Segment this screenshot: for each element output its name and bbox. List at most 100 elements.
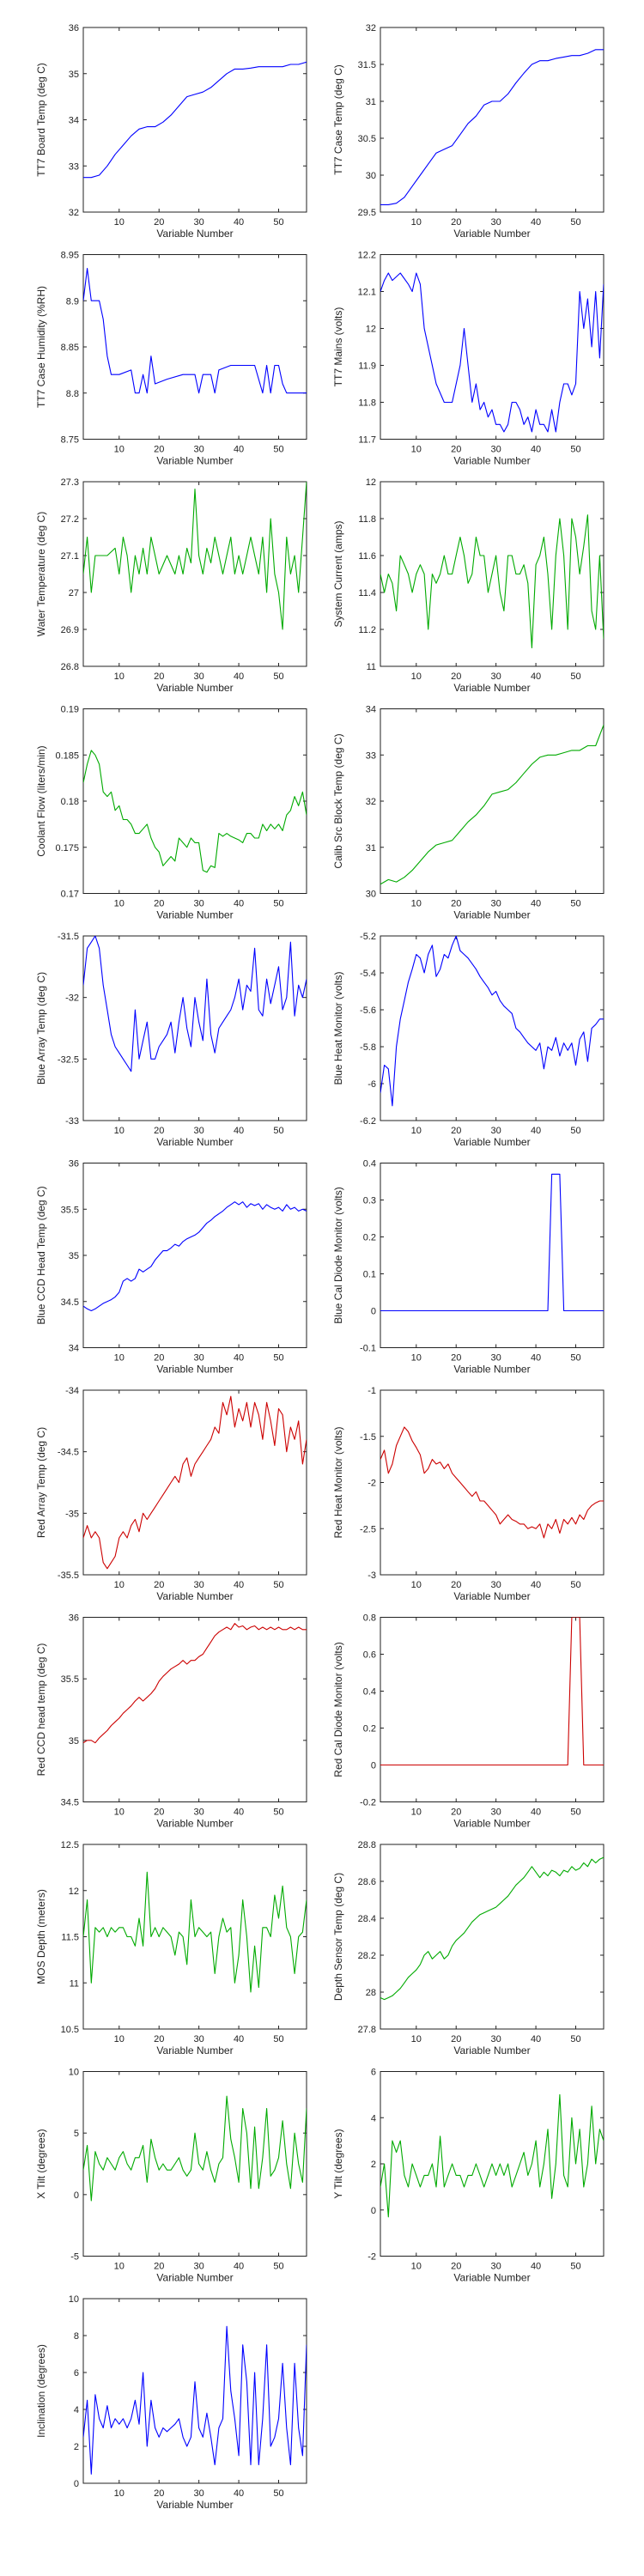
x-tick-label: 50: [570, 445, 580, 455]
y-tick-label: 10: [69, 2068, 79, 2078]
y-axis-label: Blue Array Temp (deg C): [35, 972, 47, 1084]
x-tick-label: 20: [451, 2034, 461, 2044]
x-tick-label: 40: [234, 1807, 244, 1818]
series-line: [380, 1856, 604, 2001]
y-tick-label: 33: [69, 161, 79, 172]
y-tick-label: 6: [371, 2068, 376, 2078]
x-tick-label: 40: [234, 899, 244, 909]
y-axis-label: Blue Cal Diode Monitor (volts): [332, 1187, 344, 1323]
y-tick-label: 4: [74, 2405, 79, 2415]
x-tick-label: 10: [114, 445, 125, 455]
y-tick-label: 0.6: [363, 1650, 376, 1661]
y-tick-label: 34: [366, 705, 376, 715]
chart-panel-6: 10 20 30 40 50 11 11.2 11.4 11.6 11.8 12 Variable N…: [332, 477, 605, 694]
series-line: [83, 482, 307, 630]
x-tick-label: 20: [451, 445, 461, 455]
x-tick-label: 10: [411, 1126, 422, 1136]
x-tick-label: 40: [234, 2488, 244, 2499]
y-tick-label: 30.5: [358, 134, 376, 144]
y-tick-label: 35: [69, 70, 79, 80]
x-tick-label: 10: [411, 671, 422, 682]
x-tick-label: 50: [273, 2034, 283, 2044]
x-tick-label: 40: [531, 2034, 541, 2044]
x-tick-label: 10: [411, 1580, 422, 1590]
x-axis-label: Variable Number: [453, 682, 530, 694]
x-tick-label: 50: [273, 445, 283, 455]
y-tick-label: 36: [69, 23, 79, 33]
x-tick-label: 20: [154, 217, 164, 228]
x-tick-label: 30: [194, 2262, 204, 2272]
y-tick-label: 34.5: [61, 1798, 79, 1808]
plot-frame: [380, 1617, 605, 1802]
y-tick-label: 34: [69, 1344, 79, 1354]
y-tick-label: 0.2: [363, 1233, 376, 1243]
x-tick-label: 30: [194, 2034, 204, 2044]
x-tick-label: 10: [114, 2488, 125, 2499]
x-tick-label: 30: [491, 1353, 501, 1364]
y-tick-label: 35: [69, 1736, 79, 1747]
x-tick-label: 20: [451, 1353, 461, 1364]
x-tick-label: 30: [194, 1807, 204, 1818]
chart-panel-13: 10 20 30 40 50 -35.5 -35 -34.5 -34 Variable Numbe…: [35, 1386, 307, 1602]
y-tick-label: 27: [69, 588, 79, 598]
y-tick-label: 0.185: [55, 750, 79, 761]
x-tick-label: 20: [154, 1580, 164, 1590]
x-tick-label: 20: [451, 1580, 461, 1590]
x-tick-label: 30: [491, 899, 501, 909]
y-axis-label: Red CCD head temp (deg C): [35, 1643, 47, 1777]
x-tick-label: 30: [194, 217, 204, 228]
y-axis-label: Depth Sensor Temp (deg C): [332, 1873, 344, 2001]
plot-frame: [82, 935, 307, 1121]
x-tick-label: 20: [154, 2262, 164, 2272]
y-tick-label: -2: [368, 1479, 376, 1489]
x-axis-label: Variable Number: [453, 909, 530, 921]
y-axis-label: TT7 Case Humidity (%RH): [35, 286, 47, 408]
x-tick-label: 20: [451, 1126, 461, 1136]
y-tick-label: 12.2: [358, 251, 376, 261]
series-line: [380, 272, 604, 433]
y-tick-label: 35: [69, 1251, 79, 1261]
x-tick-label: 10: [411, 2034, 422, 2044]
x-tick-label: 40: [531, 1126, 541, 1136]
series-line: [380, 49, 604, 205]
y-tick-label: -5.4: [360, 969, 376, 979]
x-tick-label: 20: [154, 1807, 164, 1818]
series-line: [83, 268, 307, 394]
y-tick-label: 8.95: [61, 251, 79, 261]
chart-panel-20: 10 20 30 40 50 -2 0 2 4 6 Variable Number Y Tilt (d…: [332, 2068, 605, 2284]
plot-frame: [380, 1844, 605, 2030]
y-tick-label: 0: [74, 2479, 79, 2489]
plot-frame: [380, 27, 605, 213]
y-tick-label: 8.8: [66, 389, 79, 399]
x-tick-label: 50: [273, 671, 283, 682]
x-tick-label: 20: [451, 899, 461, 909]
chart-panel-14: 10 20 30 40 50 -3 -2.5 -2 -1.5 -1 Variable Number R…: [332, 1386, 605, 1602]
x-tick-label: 50: [570, 1126, 580, 1136]
x-tick-label: 10: [411, 1807, 422, 1818]
y-tick-label: -34: [65, 1386, 79, 1396]
series-line: [83, 750, 307, 873]
y-tick-label: 32: [366, 23, 376, 33]
y-axis-label: Blue CCD Head Temp (deg C): [35, 1186, 47, 1324]
x-tick-label: 30: [491, 445, 501, 455]
x-tick-label: 50: [273, 1126, 283, 1136]
y-tick-label: 28.4: [358, 1914, 376, 1924]
y-tick-label: 4: [371, 2113, 376, 2123]
y-tick-label: 34.5: [61, 1297, 79, 1308]
y-tick-label: 0.19: [61, 705, 79, 715]
y-tick-label: -6.2: [360, 1116, 376, 1127]
x-tick-label: 50: [570, 671, 580, 682]
y-axis-label: MOS Depth (meters): [35, 1889, 47, 1984]
y-tick-label: 28.2: [358, 1951, 376, 1961]
y-tick-label: 10: [69, 2294, 79, 2305]
x-tick-label: 40: [531, 1580, 541, 1590]
y-tick-label: 31: [366, 843, 376, 854]
x-tick-label: 20: [451, 217, 461, 228]
y-tick-label: 30: [366, 890, 376, 900]
plot-frame: [380, 1389, 605, 1576]
x-tick-label: 50: [273, 1580, 283, 1590]
y-tick-label: 11.8: [358, 398, 376, 409]
x-axis-label: Variable Number: [453, 2272, 530, 2284]
y-tick-label: 30: [366, 171, 376, 181]
x-tick-label: 30: [491, 1580, 501, 1590]
